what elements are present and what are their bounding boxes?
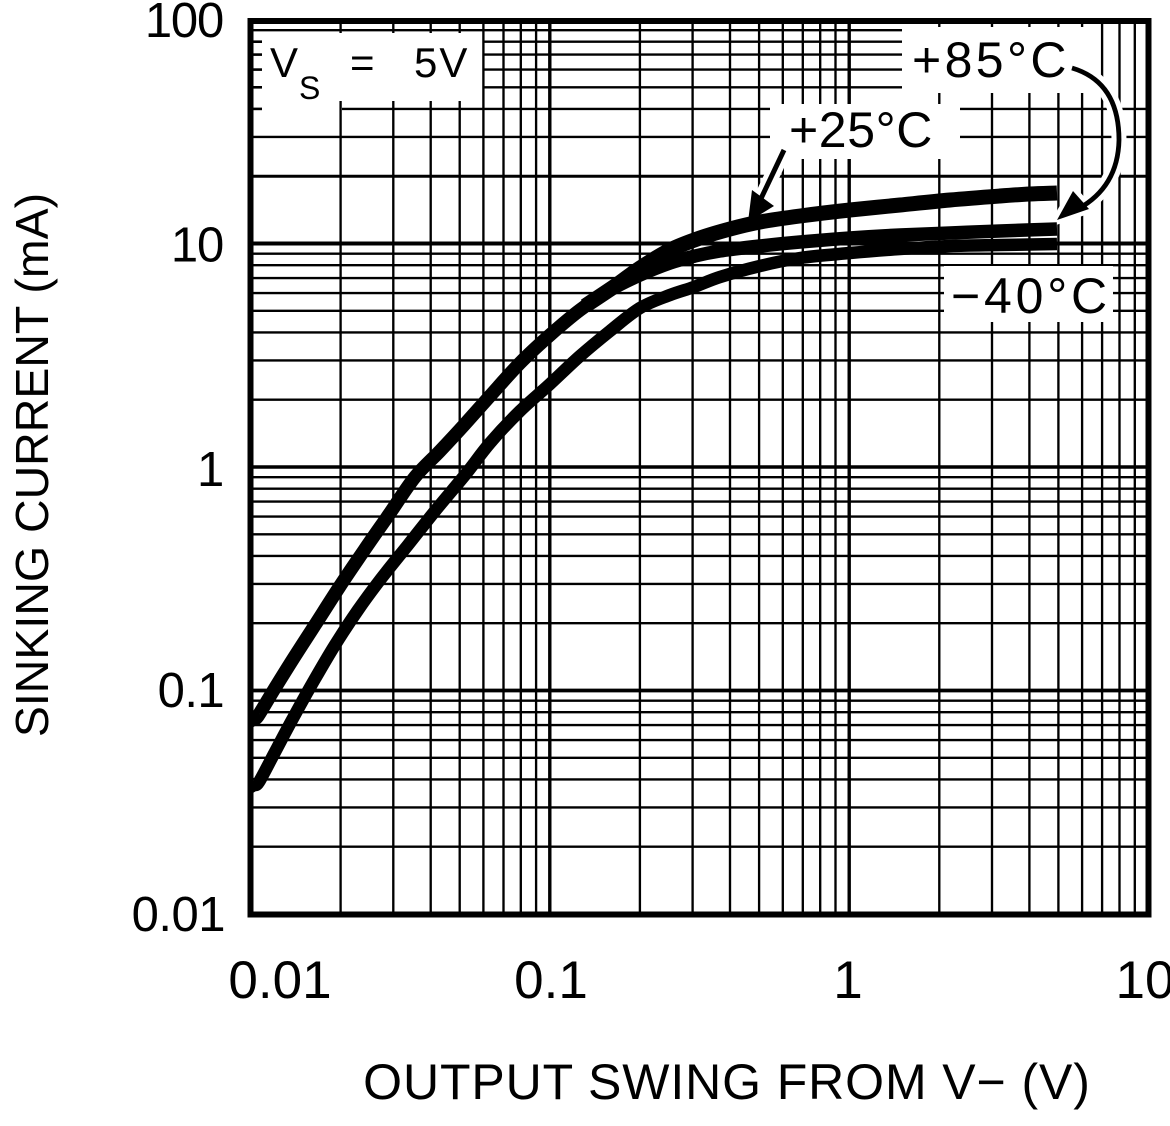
svg-text:1: 1	[833, 951, 862, 1010]
svg-text:100: 100	[145, 0, 223, 48]
svg-text:S: S	[299, 70, 320, 106]
svg-text:0.1: 0.1	[158, 664, 224, 718]
svg-text:5V: 5V	[414, 39, 469, 86]
svg-text:−40°C: −40°C	[951, 268, 1111, 324]
svg-text:SINKING CURRENT (mA): SINKING CURRENT (mA)	[6, 193, 58, 737]
svg-text:10: 10	[1116, 951, 1170, 1010]
svg-text:+25°C: +25°C	[789, 102, 933, 158]
svg-text:0.1: 0.1	[514, 951, 588, 1010]
svg-text:0.01: 0.01	[132, 888, 225, 942]
svg-text:V: V	[270, 39, 298, 86]
svg-text:OUTPUT SWING FROM V− (V): OUTPUT SWING FROM V− (V)	[363, 1054, 1091, 1110]
svg-text:=: =	[350, 39, 375, 86]
svg-text:0.01: 0.01	[228, 951, 331, 1010]
svg-text:1: 1	[197, 443, 223, 497]
svg-text:10: 10	[171, 219, 223, 273]
svg-text:+85°C: +85°C	[912, 32, 1070, 88]
